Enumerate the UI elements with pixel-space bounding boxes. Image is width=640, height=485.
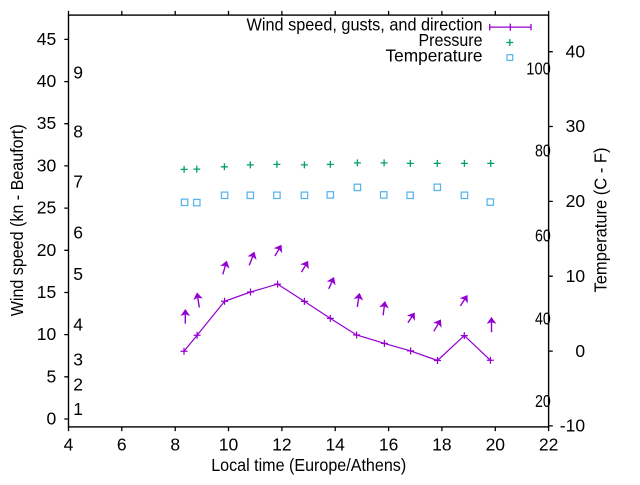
svg-text:4: 4 (64, 434, 74, 454)
svg-text:-10: -10 (560, 416, 586, 436)
svg-text:30: 30 (566, 116, 586, 136)
svg-text:30: 30 (37, 155, 57, 175)
svg-text:10: 10 (566, 266, 586, 286)
svg-text:16: 16 (379, 434, 398, 454)
svg-text:20: 20 (37, 240, 57, 260)
svg-text:40: 40 (566, 41, 586, 61)
svg-text:20: 20 (486, 434, 506, 454)
svg-text:2: 2 (73, 374, 83, 394)
svg-text:Wind speed, gusts, and directi: Wind speed, gusts, and direction (247, 15, 483, 35)
svg-text:5: 5 (73, 264, 83, 284)
svg-text:Temperature (C - F): Temperature (C - F) (591, 148, 611, 293)
svg-text:60: 60 (535, 225, 551, 245)
svg-text:80: 80 (535, 141, 551, 161)
svg-text:40: 40 (37, 71, 57, 91)
svg-text:40: 40 (535, 309, 551, 329)
svg-text:20: 20 (535, 391, 551, 411)
svg-text:22: 22 (539, 434, 558, 454)
svg-text:8: 8 (170, 434, 180, 454)
svg-text:Local time (Europe/Athens): Local time (Europe/Athens) (211, 455, 406, 475)
svg-text:0: 0 (575, 341, 585, 361)
svg-text:5: 5 (46, 366, 56, 386)
svg-text:100: 100 (526, 59, 551, 79)
svg-text:15: 15 (37, 282, 56, 302)
svg-text:35: 35 (37, 113, 56, 133)
svg-text:10: 10 (219, 434, 239, 454)
svg-text:0: 0 (46, 409, 56, 429)
svg-text:4: 4 (73, 315, 83, 335)
svg-text:45: 45 (37, 29, 56, 49)
svg-text:8: 8 (73, 121, 83, 141)
svg-text:9: 9 (73, 63, 83, 83)
svg-text:Pressure: Pressure (419, 30, 483, 50)
svg-text:6: 6 (117, 434, 127, 454)
svg-text:7: 7 (73, 172, 83, 192)
svg-text:3: 3 (73, 350, 83, 370)
svg-text:12: 12 (272, 434, 291, 454)
svg-text:20: 20 (566, 191, 586, 211)
svg-text:Temperature: Temperature (386, 45, 483, 65)
svg-text:14: 14 (325, 434, 345, 454)
svg-text:25: 25 (37, 198, 56, 218)
svg-text:6: 6 (73, 223, 83, 243)
svg-text:10: 10 (37, 324, 57, 344)
svg-text:Wind speed (kn - Beaufort): Wind speed (kn - Beaufort) (7, 124, 27, 316)
svg-text:1: 1 (73, 399, 83, 419)
svg-text:18: 18 (432, 434, 451, 454)
